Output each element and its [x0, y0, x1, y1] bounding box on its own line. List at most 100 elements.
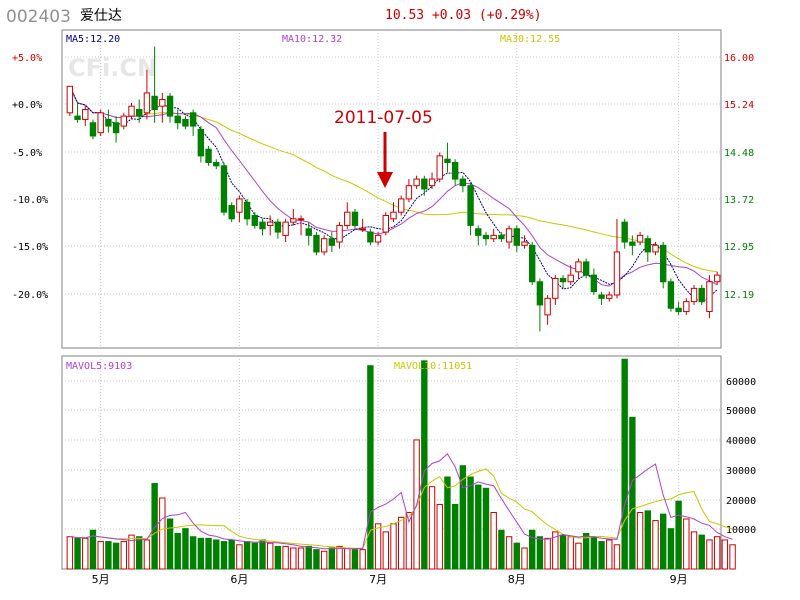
volume-bar — [105, 541, 112, 570]
candle-body — [529, 244, 536, 283]
candle-body — [636, 234, 644, 243]
volume-bar — [467, 476, 474, 570]
volume-bar — [683, 518, 690, 570]
volume-bar — [82, 537, 89, 570]
mavol5-line — [69, 453, 733, 550]
volume-bar — [498, 529, 505, 570]
volume-bar — [151, 482, 158, 570]
candle-body — [267, 221, 274, 226]
candle-body — [174, 115, 181, 124]
volume-bar — [613, 544, 621, 570]
candle-body — [382, 215, 389, 233]
volume-bar — [698, 534, 705, 570]
month-label: 6月 — [230, 573, 248, 586]
volume-bar — [505, 536, 513, 570]
volume-bar — [629, 416, 636, 570]
candle-body — [243, 201, 251, 220]
candle-body — [74, 115, 81, 120]
volume-tick-label: 50000 — [726, 406, 756, 417]
price-panel — [61, 29, 722, 349]
price-axis: 16.00 15.24 14.48 13.72 12.95 12.19 — [724, 53, 754, 301]
volume-bar — [675, 500, 682, 570]
candle-body — [351, 211, 359, 226]
volume-bar — [490, 512, 497, 570]
volume-bar — [220, 541, 228, 570]
volume-bar — [97, 541, 104, 570]
candle-body — [197, 128, 205, 157]
legend-ma10: MA10:12.32 — [282, 34, 342, 45]
volume-bar — [136, 536, 143, 570]
candle-body — [544, 297, 551, 316]
volume-bar — [89, 529, 97, 570]
volume-bar — [652, 520, 659, 570]
candle-body — [89, 122, 97, 137]
volume-bar — [451, 503, 459, 570]
x-axis: 5月 6月 7月 8月 9月 — [92, 573, 688, 586]
candle-body — [698, 287, 705, 303]
volume-bar — [336, 545, 343, 570]
candle-body — [182, 118, 189, 127]
legend-mavol5: MAVOL5:9103 — [66, 361, 132, 372]
candle-body — [482, 234, 490, 240]
candle-body — [336, 224, 343, 243]
volume-legend: MAVOL5:9103 MAVOL10:11051 — [66, 361, 472, 372]
price-grid — [62, 30, 721, 348]
candle-body — [143, 92, 151, 114]
volume-bar — [197, 537, 205, 570]
volume-bar — [536, 536, 544, 570]
volume-bar — [598, 541, 605, 570]
candle-body — [159, 99, 166, 107]
month-label: 8月 — [508, 573, 526, 586]
volume-bar — [405, 512, 413, 570]
candle-body — [189, 112, 197, 127]
price-legend: MA5:12.20 MA10:12.32 MA30:12.55 — [66, 34, 560, 45]
candle-body — [713, 274, 721, 283]
candle-body — [166, 95, 174, 117]
volume-bar — [667, 528, 675, 570]
candle-body — [112, 122, 120, 134]
volume-bar — [274, 545, 282, 570]
volume-bar — [475, 484, 482, 570]
candle-body — [105, 118, 112, 127]
volume-bar — [428, 486, 436, 570]
candle-body — [305, 228, 312, 236]
stock-code: 002403 — [6, 7, 71, 27]
candle-body — [320, 238, 328, 253]
volume-bar — [713, 536, 721, 570]
price-tick-label: 16.00 — [724, 53, 754, 64]
candle-body — [436, 155, 443, 180]
quote-text: 10.53 +0.03 (+0.29%) — [385, 8, 542, 23]
candle-body — [498, 234, 505, 240]
candle-body — [251, 215, 258, 226]
volume-bar — [120, 541, 127, 570]
volume-bar — [636, 512, 644, 570]
candlesticks — [66, 46, 721, 332]
volume-bar — [351, 549, 359, 570]
watermark: CFi.CN — [68, 54, 157, 82]
pct-tick-label: -5.0% — [12, 148, 42, 159]
candle-body — [505, 228, 513, 243]
volume-bar — [74, 537, 81, 570]
price-tick-label: 15.24 — [724, 100, 754, 111]
volume-bar — [382, 531, 389, 570]
volume-bar — [521, 547, 528, 570]
price-tick-label: 12.95 — [724, 242, 754, 253]
volume-bar — [444, 476, 451, 570]
volume-moving-averages — [69, 453, 733, 550]
candle-body — [359, 228, 366, 231]
pct-tick-label: +0.0% — [12, 100, 42, 111]
candle-body — [367, 231, 374, 243]
candle-body — [451, 162, 459, 180]
candle-body — [667, 281, 675, 309]
candle-body — [582, 261, 590, 276]
volume-tick-label: 60000 — [726, 377, 756, 388]
volume-bar — [644, 510, 651, 570]
candle-body — [559, 277, 567, 283]
volume-bar — [143, 539, 151, 570]
volume-bar — [621, 358, 628, 570]
volume-bar — [344, 547, 351, 570]
candle-body — [413, 178, 420, 187]
volume-bar — [259, 539, 266, 570]
volume-bar — [320, 550, 328, 570]
